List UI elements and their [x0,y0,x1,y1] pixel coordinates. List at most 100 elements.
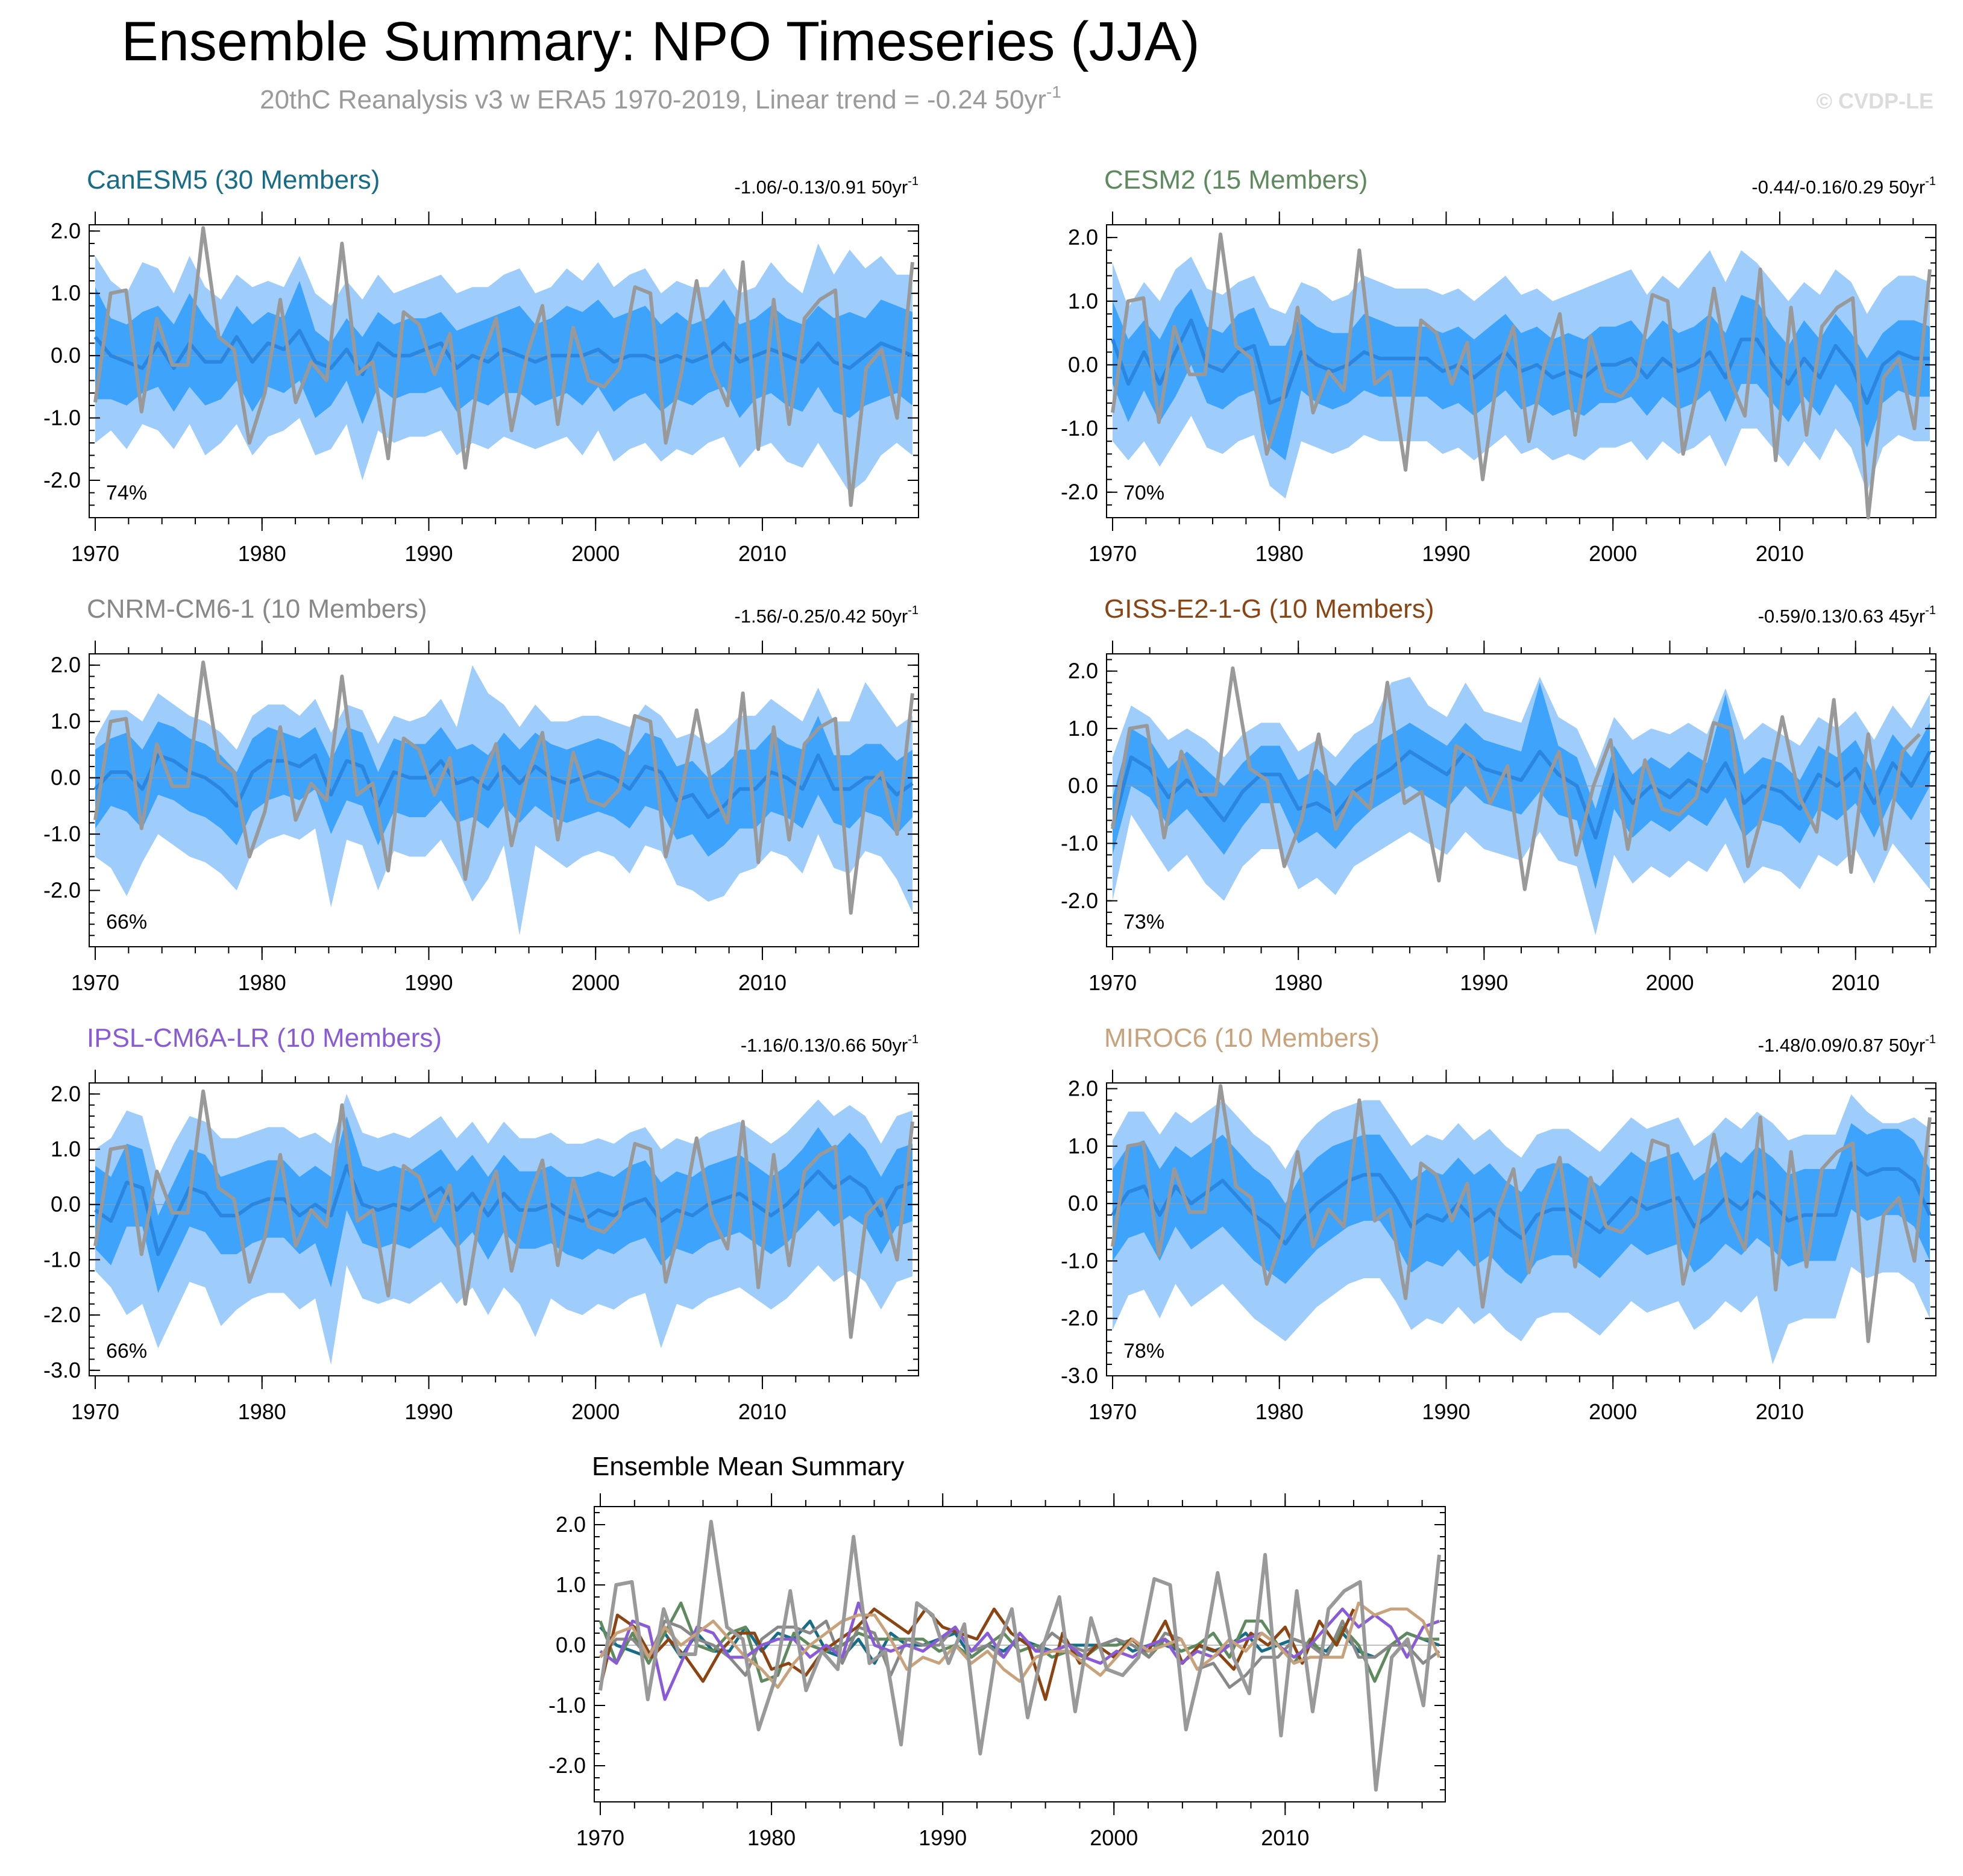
model-name: GISS-E2-1-G [1104,594,1262,624]
x-tick-label: 2010 [738,970,787,995]
percent-label: 78% [1123,1340,1164,1363]
x-tick-label: 2000 [1645,970,1694,995]
trend-value: -1.48/0.09/0.87 50yr [1758,1035,1925,1056]
member-count: (10 Members) [1214,1023,1380,1053]
y-tick-label: 2.0 [1068,1076,1098,1101]
y-tick-label: -1.0 [43,406,81,430]
trend-superscript: -1 [1925,604,1936,617]
y-tick-label: -2.0 [1061,1306,1098,1331]
x-tick-label: 2010 [1832,970,1880,995]
panel-cesm2: CESM2 (15 Members) -0.44/-0.16/0.29 50yr-1… [1061,165,1936,566]
figure-title: Ensemble Summary: NPO Timeseries (JJA) [121,11,1199,72]
ensemble-mean-line [93,753,914,819]
x-tick-label: 1980 [1255,541,1304,566]
panel-title: MIROC6 (10 Members) [1104,1023,1380,1053]
panel-title: CanESM5 (30 Members) [87,165,380,195]
y-tick-label: -3.0 [1061,1363,1098,1388]
x-tick-label: 1970 [1088,970,1137,995]
trend-label: -1.48/0.09/0.87 50yr-1 [1758,1033,1936,1056]
trend-value: -0.59/0.13/0.63 45yr [1758,606,1925,627]
x-tick-label: 1990 [1422,1399,1470,1424]
plot-frame [1106,224,1936,518]
x-tick-label: 1980 [1255,1399,1304,1424]
summary-observation-line [598,1520,1441,1792]
ensemble-mean-line [94,1164,913,1256]
trend-label: -1.56/-0.25/0.42 50yr-1 [734,604,919,627]
y-tick-label: -1.0 [43,1247,81,1272]
y-tick-label: -2.0 [1061,888,1098,913]
percent-label: 66% [106,1340,147,1363]
x-tick-label: 2000 [1589,541,1637,566]
y-tick-label: -3.0 [43,1358,81,1382]
ensemble-spread-inner-band [95,281,912,424]
ensemble-mean-line [1111,1161,1932,1246]
panel-miroc6: MIROC6 (10 Members) -1.48/0.09/0.87 50yr-1… [1061,1023,1936,1424]
panel-title: CNRM-CM6-1 (10 Members) [87,594,427,624]
subtitle-main: 20thC Reanalysis v3 w ERA5 1970-2019, Li… [260,85,1046,115]
member-count: (10 Members) [262,594,427,624]
plot-frame [89,224,919,518]
y-tick-label: 2.0 [1068,225,1098,249]
x-tick-label: 2000 [571,541,620,566]
x-tick-label: 2000 [1589,1399,1637,1424]
trend-value: -0.44/-0.16/0.29 50yr [1751,177,1925,198]
model-name: IPSL-CM6A-LR [87,1023,269,1053]
y-tick-label: -1.0 [1061,1248,1098,1273]
x-tick-label: 2000 [571,970,620,995]
summary-line-giss-e2-1-g [598,1607,1355,1701]
y-tick-label: 0.0 [1068,1191,1098,1216]
ensemble-mean-line [1111,750,1932,839]
observation-line [1111,666,1921,891]
summary-title: Ensemble Mean Summary [592,1452,904,1481]
panel-title: CESM2 (15 Members) [1104,165,1368,195]
percent-label: 74% [106,482,147,504]
x-tick-label: 1970 [71,970,119,995]
x-tick-label: 2010 [1756,541,1804,566]
x-tick-label: 1970 [71,1399,119,1424]
summary-line-miroc6 [598,1601,1441,1689]
y-tick-label: 2.0 [1068,659,1098,683]
trend-value: -1.06/-0.13/0.91 50yr [734,177,908,198]
x-tick-label: 1980 [238,970,286,995]
trend-superscript: -1 [1925,175,1936,188]
trend-label: -1.06/-0.13/0.91 50yr-1 [734,175,919,198]
y-tick-label: 0.0 [51,765,81,790]
trend-label: -1.16/0.13/0.66 50yr-1 [741,1033,919,1056]
model-name: CanESM5 [87,165,208,195]
panel-title: GISS-E2-1-G (10 Members) [1104,594,1434,624]
y-tick-label: 2.0 [51,1081,81,1106]
member-count: (10 Members) [277,1023,442,1053]
observation-line [93,1089,914,1339]
summary-line-ipsl-cm6a-lr [599,1601,1440,1701]
observation-line [1111,232,1932,519]
member-count: (10 Members) [1269,594,1434,624]
plot-frame [1106,1082,1936,1376]
plot-frame [89,1082,919,1376]
panel-title: IPSL-CM6A-LR (10 Members) [87,1023,442,1053]
y-tick-label: 2.0 [556,1512,586,1537]
panel-canesm5: CanESM5 (30 Members) -1.06/-0.13/0.91 50yr… [43,165,919,566]
y-tick-label: -1.0 [548,1693,586,1718]
y-tick-label: 0.0 [1068,773,1098,798]
panel-ensemble-mean-summary: Ensemble Mean Summary 2.0 1.0 0.0 -1.0 -2.0 19… [548,1452,1446,1850]
y-tick-label: -2.0 [1061,480,1098,504]
trend-value: -1.56/-0.25/0.42 50yr [734,606,908,627]
panels-group: CanESM5 (30 Members) -1.06/-0.13/0.91 50yr… [43,165,1936,1850]
member-count: (30 Members) [215,165,380,195]
percent-label: 73% [1123,911,1164,933]
trend-superscript: -1 [908,175,919,188]
plot-frame [594,1506,1446,1802]
panel-ipsl-cm6a-lr: IPSL-CM6A-LR (10 Members) -1.16/0.13/0.66 … [43,1023,919,1424]
y-tick-label: 0.0 [51,343,81,368]
model-name: CESM2 [1104,165,1196,195]
x-tick-label: 1980 [238,1399,286,1424]
trend-label: -0.59/0.13/0.63 45yr-1 [1758,604,1936,627]
x-tick-label: 2010 [738,541,787,566]
y-tick-label: 0.0 [51,1192,81,1217]
x-tick-label: 1990 [404,1399,453,1424]
y-tick-label: 2.0 [51,653,81,677]
y-tick-label: 1.0 [51,709,81,733]
figure-subtitle: 20thC Reanalysis v3 w ERA5 1970-2019, Li… [260,83,1061,115]
x-tick-label: 1990 [404,970,453,995]
